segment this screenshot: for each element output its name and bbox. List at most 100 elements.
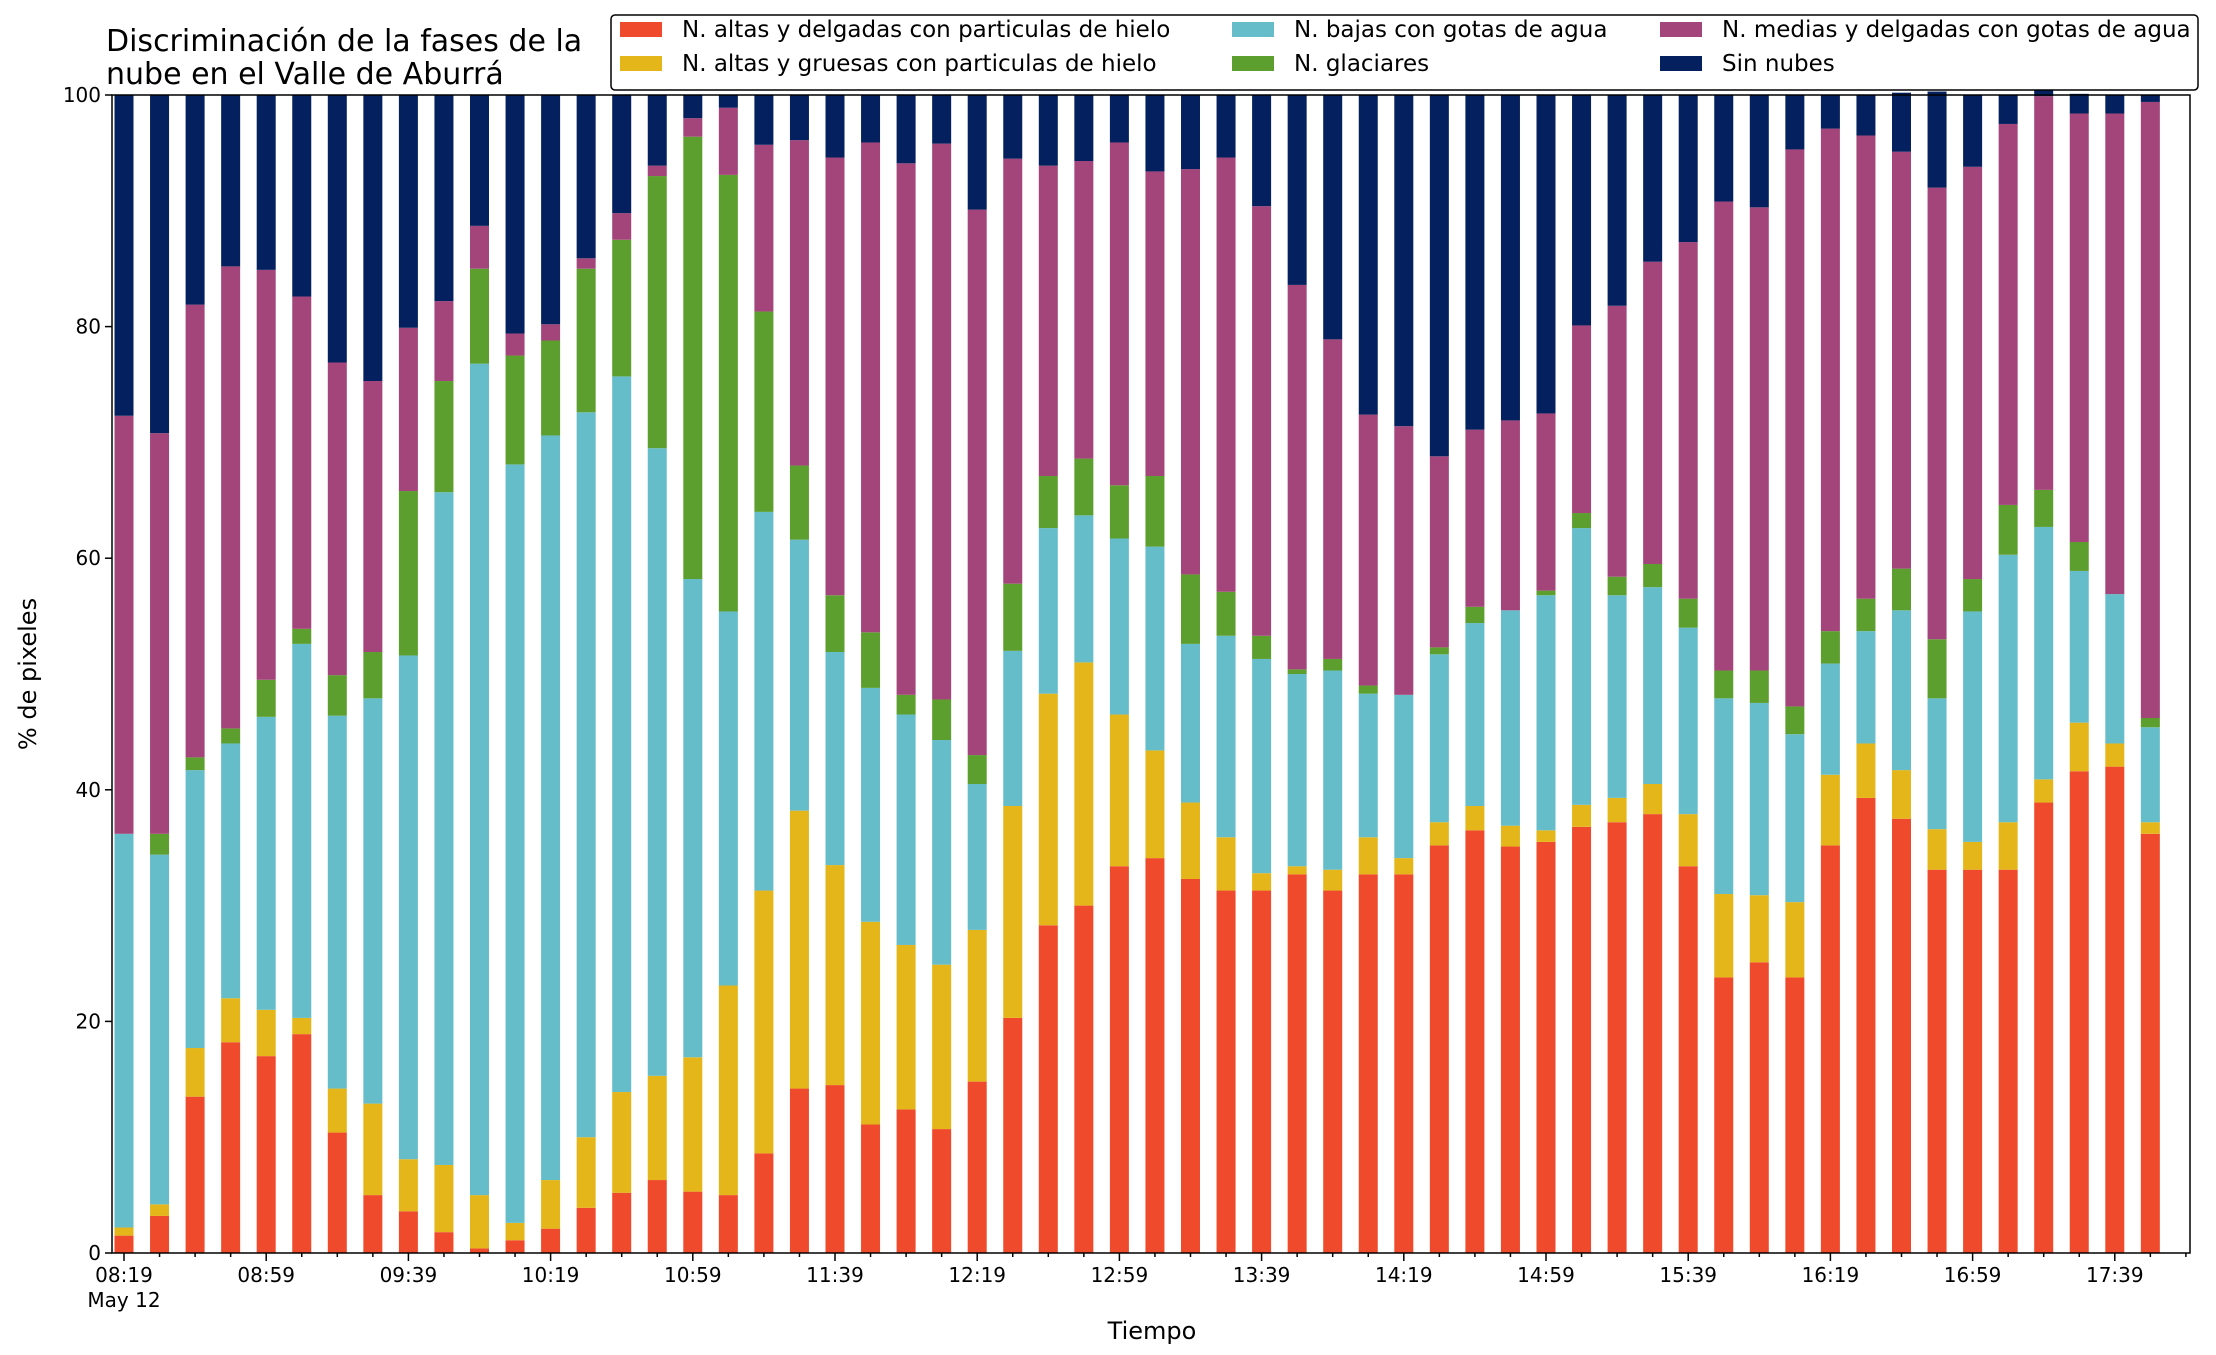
bar-sin-nubes — [221, 95, 241, 267]
bar-altas-delgadas — [1714, 977, 1734, 1253]
bar-medias-delgadas — [1536, 413, 1556, 591]
x-tick-label: 17:39 — [2086, 1263, 2144, 1287]
bar-sin-nubes — [1038, 95, 1058, 166]
legend-swatch-altas-delgadas — [620, 22, 662, 37]
bar-altas-delgadas — [1038, 925, 1058, 1253]
bar-altas-gruesas — [1820, 774, 1840, 846]
bar-altas-gruesas — [1038, 693, 1058, 926]
bar-medias-delgadas — [1607, 305, 1627, 577]
bar-altas-gruesas — [1323, 869, 1343, 891]
x-tick-date: May 12 — [87, 1288, 160, 1312]
bar-glaciares — [1074, 458, 1094, 516]
legend-swatch-sin-nubes — [1660, 56, 1702, 71]
bar-sin-nubes — [505, 95, 525, 334]
bar-medias-delgadas — [1429, 456, 1449, 648]
bar-altas-delgadas — [114, 1235, 134, 1253]
bar-sin-nubes — [647, 95, 667, 166]
bar-bajas — [327, 715, 347, 1089]
bar-medias-delgadas — [1643, 261, 1663, 564]
legend-label-bajas: N. bajas con gotas de agua — [1294, 17, 1607, 43]
bar-bajas — [1252, 658, 1272, 874]
bar-altas-gruesas — [1109, 714, 1129, 867]
bar-medias-delgadas — [2140, 101, 2160, 719]
bar-altas-gruesas — [1500, 825, 1520, 847]
bar-medias-delgadas — [1998, 123, 2018, 505]
y-tick-label: 80 — [76, 315, 101, 339]
bar-bajas — [1109, 538, 1129, 715]
bar-medias-delgadas — [1820, 128, 1840, 632]
bar-altas-delgadas — [2105, 766, 2125, 1253]
bar-altas-delgadas — [647, 1180, 667, 1253]
bar-altas-gruesas — [789, 810, 809, 1089]
bar-sin-nubes — [1394, 95, 1414, 427]
bar-glaciares — [932, 699, 952, 741]
bar-bajas — [967, 784, 987, 930]
bar-bajas — [754, 511, 774, 891]
bar-glaciares — [1998, 504, 2018, 555]
x-tick-label: 12:59 — [1091, 1263, 1149, 1287]
bar-sin-nubes — [967, 95, 987, 210]
bar-altas-delgadas — [932, 1129, 952, 1253]
bar-medias-delgadas — [1003, 158, 1023, 584]
bar-altas-delgadas — [1998, 869, 2018, 1253]
bar-medias-delgadas — [718, 107, 738, 175]
bar-glaciares — [825, 595, 845, 652]
bar-altas-delgadas — [1216, 890, 1236, 1253]
bar-altas-gruesas — [1643, 784, 1663, 815]
bar-medias-delgadas — [1785, 149, 1805, 707]
bar-glaciares — [718, 174, 738, 612]
bar-bajas — [1749, 702, 1769, 896]
bar-sin-nubes — [1927, 91, 1947, 188]
bar-altas-gruesas — [1358, 837, 1378, 875]
bar-altas-delgadas — [1074, 905, 1094, 1253]
bar-altas-gruesas — [1216, 837, 1236, 891]
bar-glaciares — [292, 628, 312, 644]
bar-altas-delgadas — [1607, 822, 1627, 1253]
bar-medias-delgadas — [1323, 339, 1343, 659]
bar-medias-delgadas — [292, 296, 312, 629]
bar-bajas — [150, 854, 170, 1205]
chart-title-line-1: Discriminación de la fases de la — [106, 24, 582, 59]
x-axis: 08:19 08:59 09:39 10:19 10:59 11:39 12:19 12:59… — [87, 1253, 2187, 1312]
bar-medias-delgadas — [2034, 96, 2054, 490]
bar-altas-gruesas — [541, 1180, 561, 1229]
bar-medias-delgadas — [1963, 166, 1983, 580]
bar-glaciares — [2140, 718, 2160, 728]
bar-medias-delgadas — [647, 165, 667, 177]
bar-altas-gruesas — [1465, 806, 1485, 831]
legend-swatch-bajas — [1232, 22, 1274, 37]
bar-glaciares — [1216, 591, 1236, 636]
bar-glaciares — [1643, 563, 1663, 588]
bar-sin-nubes — [398, 95, 418, 328]
bar-glaciares — [1678, 598, 1698, 628]
bar-sin-nubes — [1963, 95, 1983, 167]
bar-sin-nubes — [789, 95, 809, 141]
bar-altas-gruesas — [1927, 829, 1947, 870]
bar-medias-delgadas — [1145, 171, 1165, 476]
bar-sin-nubes — [2105, 95, 2125, 114]
bar-altas-delgadas — [1536, 841, 1556, 1253]
bar-altas-gruesas — [1892, 770, 1911, 819]
bar-medias-delgadas — [896, 163, 916, 695]
bar-sin-nubes — [1252, 95, 1272, 207]
bar-altas-gruesas — [1714, 894, 1734, 978]
bar-glaciares — [1607, 576, 1627, 596]
bar-altas-delgadas — [398, 1211, 418, 1253]
bar-medias-delgadas — [2105, 113, 2125, 595]
bar-glaciares — [754, 311, 774, 512]
bar-bajas — [256, 716, 276, 1010]
legend-label-glaciares: N. glaciares — [1294, 51, 1429, 77]
bar-altas-gruesas — [1678, 814, 1698, 867]
bar-sin-nubes — [1785, 95, 1805, 150]
bar-altas-delgadas — [612, 1192, 632, 1253]
x-tick-label: 11:39 — [806, 1263, 864, 1287]
bar-altas-delgadas — [1892, 818, 1911, 1253]
bar-altas-delgadas — [1856, 797, 1876, 1253]
bar-bajas — [1216, 635, 1236, 838]
bar-altas-gruesas — [718, 985, 738, 1196]
bar-bajas — [2034, 526, 2054, 780]
bar-glaciares — [256, 679, 276, 717]
bar-altas-delgadas — [1465, 830, 1485, 1253]
bar-medias-delgadas — [114, 415, 134, 834]
bar-glaciares — [612, 239, 632, 377]
